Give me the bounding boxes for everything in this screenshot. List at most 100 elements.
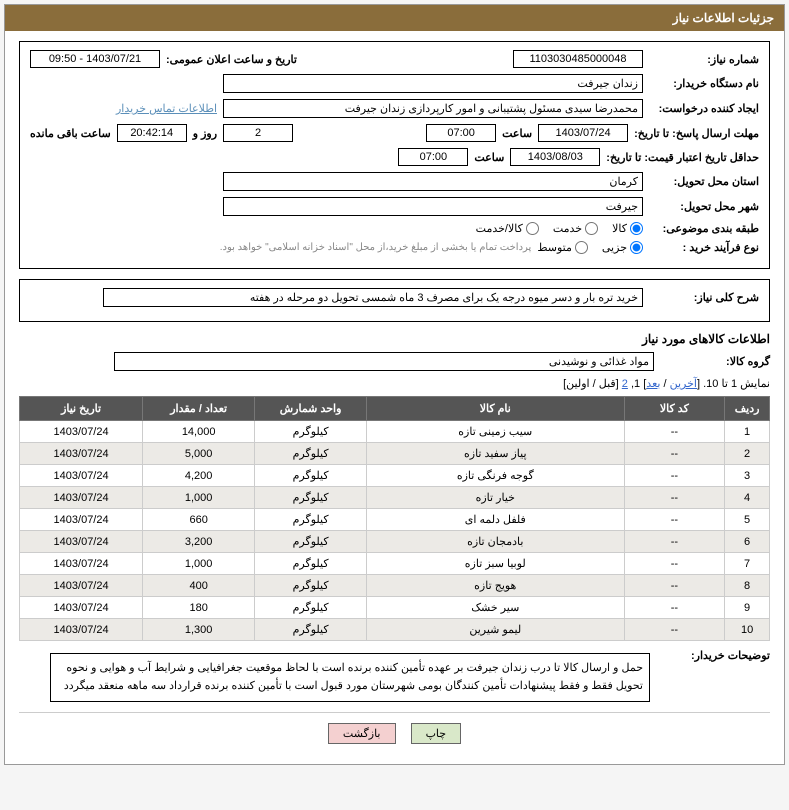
radio-medium[interactable]: متوسط <box>537 241 588 254</box>
cell-name: لیمو شیرین <box>367 619 624 641</box>
cell-date: 1403/07/24 <box>20 465 143 487</box>
content-area: شماره نیاز: 1103030485000048 تاریخ و ساع… <box>5 31 784 764</box>
cell-code: -- <box>624 443 725 465</box>
cell-n: 5 <box>725 509 770 531</box>
cell-code: -- <box>624 421 725 443</box>
cell-n: 10 <box>725 619 770 641</box>
cell-unit: کیلوگرم <box>255 443 367 465</box>
cell-name: لوبیا سبز تازه <box>367 553 624 575</box>
cell-unit: کیلوگرم <box>255 465 367 487</box>
row-validity: حداقل تاریخ اعتبار قیمت: تا تاریخ: 1403/… <box>30 148 759 166</box>
cell-qty: 1,300 <box>143 619 255 641</box>
cell-code: -- <box>624 509 725 531</box>
row-process: نوع فرآیند خرید : جزیی متوسط پرداخت تمام… <box>30 241 759 254</box>
cell-n: 1 <box>725 421 770 443</box>
need-no-value: 1103030485000048 <box>513 50 643 68</box>
cell-date: 1403/07/24 <box>20 553 143 575</box>
time-label-1: ساعت <box>502 127 532 140</box>
buyer-org-label: نام دستگاه خریدار: <box>649 77 759 90</box>
pager-next[interactable]: بعد <box>646 378 660 390</box>
table-row: 10--لیمو شیرینکیلوگرم1,3001403/07/24 <box>20 619 770 641</box>
cell-unit: کیلوگرم <box>255 509 367 531</box>
th-code: کد کالا <box>624 397 725 421</box>
back-button[interactable]: بازگشت <box>328 723 396 744</box>
cell-n: 3 <box>725 465 770 487</box>
pager-prefix: نمایش 1 تا 10. [ <box>697 378 770 390</box>
th-name: نام کالا <box>367 397 624 421</box>
cell-qty: 1,000 <box>143 487 255 509</box>
th-qty: تعداد / مقدار <box>143 397 255 421</box>
category-radio-group: کالا خدمت کالا/خدمت <box>476 222 643 235</box>
page-title: جزئیات اطلاعات نیاز <box>673 11 774 25</box>
remain-days: 2 <box>223 124 293 142</box>
cell-code: -- <box>624 487 725 509</box>
cell-unit: کیلوگرم <box>255 421 367 443</box>
cell-qty: 4,200 <box>143 465 255 487</box>
table-row: 5--فلفل دلمه ایکیلوگرم6601403/07/24 <box>20 509 770 531</box>
cell-code: -- <box>624 531 725 553</box>
radio-goods-input[interactable] <box>630 222 643 235</box>
validity-label: حداقل تاریخ اعتبار قیمت: تا تاریخ: <box>606 151 759 164</box>
radio-small[interactable]: جزیی <box>602 241 643 254</box>
cell-code: -- <box>624 575 725 597</box>
table-row: 1--سیب زمینی تازهکیلوگرم14,0001403/07/24 <box>20 421 770 443</box>
process-radio-group: جزیی متوسط <box>537 241 643 254</box>
row-requester: ایجاد کننده درخواست: محمدرضا سیدی مسئول … <box>30 99 759 118</box>
goods-section-title: اطلاعات کالاهای مورد نیاز <box>19 332 770 346</box>
radio-small-input[interactable] <box>630 241 643 254</box>
radio-both-input[interactable] <box>526 222 539 235</box>
cell-code: -- <box>624 465 725 487</box>
cell-date: 1403/07/24 <box>20 575 143 597</box>
details-panel: شماره نیاز: 1103030485000048 تاریخ و ساع… <box>19 41 770 269</box>
remain-time: 20:42:14 <box>117 124 187 142</box>
radio-service-input[interactable] <box>585 222 598 235</box>
contact-link[interactable]: اطلاعات تماس خریدار <box>116 102 217 115</box>
cell-name: سیب زمینی تازه <box>367 421 624 443</box>
city-value: جیرفت <box>223 197 643 216</box>
main-container: جزئیات اطلاعات نیاز شماره نیاز: 11030304… <box>4 4 785 765</box>
buyer-org-value: زندان جیرفت <box>223 74 643 93</box>
cell-code: -- <box>624 597 725 619</box>
cell-name: پیاز سفید تازه <box>367 443 624 465</box>
cell-code: -- <box>624 553 725 575</box>
summary-panel: شرح کلی نیاز: خرید تره بار و دسر میوه در… <box>19 279 770 322</box>
cell-date: 1403/07/24 <box>20 443 143 465</box>
page-title-bar: جزئیات اطلاعات نیاز <box>5 5 784 31</box>
row-need-no: شماره نیاز: 1103030485000048 تاریخ و ساع… <box>30 50 759 68</box>
cell-n: 6 <box>725 531 770 553</box>
radio-service[interactable]: خدمت <box>553 222 598 235</box>
goods-tbody: 1--سیب زمینی تازهکیلوگرم14,0001403/07/24… <box>20 421 770 641</box>
need-no-label: شماره نیاز: <box>649 53 759 66</box>
remain-suffix: ساعت باقی مانده <box>30 127 111 140</box>
radio-both[interactable]: کالا/خدمت <box>476 222 539 235</box>
cell-qty: 3,200 <box>143 531 255 553</box>
deadline-time: 07:00 <box>426 124 496 142</box>
pager-last[interactable]: آخرین <box>670 378 697 390</box>
category-label: طبقه بندی موضوعی: <box>649 222 759 235</box>
table-row: 9--سیر خشککیلوگرم1801403/07/24 <box>20 597 770 619</box>
cell-unit: کیلوگرم <box>255 553 367 575</box>
radio-medium-input[interactable] <box>575 241 588 254</box>
cell-qty: 5,000 <box>143 443 255 465</box>
days-and: روز و <box>193 127 217 140</box>
row-city: شهر محل تحویل: جیرفت <box>30 197 759 216</box>
cell-date: 1403/07/24 <box>20 597 143 619</box>
row-category: طبقه بندی موضوعی: کالا خدمت کالا/خدمت <box>30 222 759 235</box>
cell-date: 1403/07/24 <box>20 509 143 531</box>
cell-name: هویج تازه <box>367 575 624 597</box>
cell-qty: 400 <box>143 575 255 597</box>
row-group: گروه کالا: مواد غذائی و نوشیدنی <box>19 352 770 371</box>
print-button[interactable]: چاپ <box>411 723 462 744</box>
table-header-row: ردیف کد کالا نام کالا واحد شمارش تعداد /… <box>20 397 770 421</box>
button-row: چاپ بازگشت <box>19 712 770 754</box>
radio-goods[interactable]: کالا <box>612 222 643 235</box>
cell-n: 8 <box>725 575 770 597</box>
validity-date: 1403/08/03 <box>510 148 600 166</box>
cell-qty: 1,000 <box>143 553 255 575</box>
table-row: 7--لوبیا سبز تازهکیلوگرم1,0001403/07/24 <box>20 553 770 575</box>
cell-date: 1403/07/24 <box>20 531 143 553</box>
th-row: ردیف <box>725 397 770 421</box>
group-value: مواد غذائی و نوشیدنی <box>114 352 654 371</box>
requester-value: محمدرضا سیدی مسئول پشتیبانی و امور کارپر… <box>223 99 643 118</box>
process-label: نوع فرآیند خرید : <box>649 241 759 254</box>
